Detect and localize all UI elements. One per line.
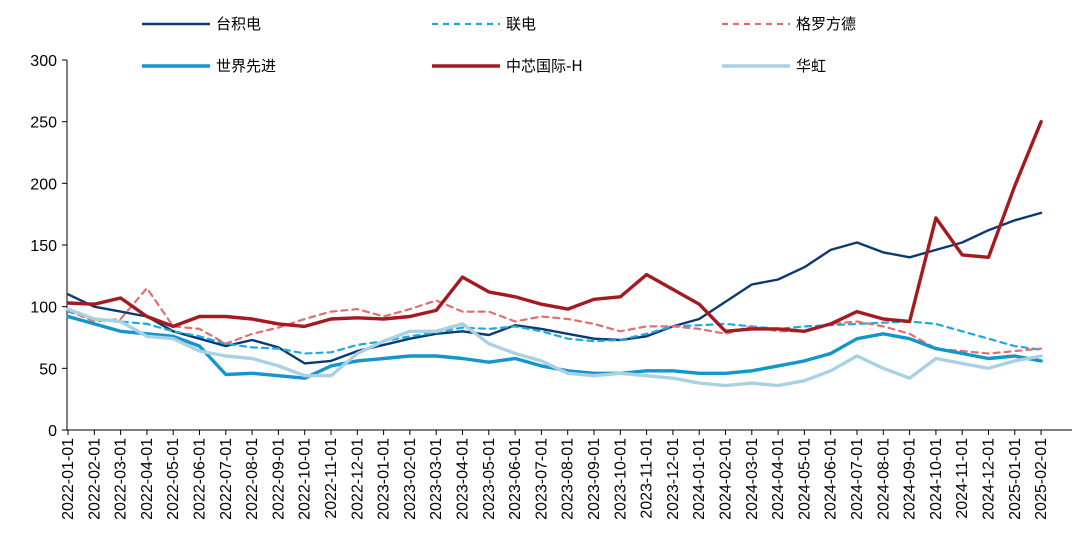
y-tick-label: 150 [30, 238, 57, 255]
x-tick-label: 2023-07-01 [533, 438, 550, 520]
series-line-4 [66, 119, 1043, 333]
tick-labels: 0 50 100 150 200 250 300 2022-01-01 2022-02-01 20… [30, 53, 1050, 520]
series-line-1 [66, 310, 1043, 355]
legend-label-1: 联电 [506, 15, 536, 33]
x-tick-label: 2022-02-01 [86, 438, 103, 520]
x-tick-label: 2022-03-01 [113, 438, 130, 520]
y-tick-label: 250 [30, 115, 57, 132]
series-line-5 [66, 307, 1043, 388]
x-tick-label: 2024-08-01 [875, 438, 892, 520]
x-tick-label: 2023-06-01 [507, 438, 524, 520]
legend-label-2: 格罗方德 [796, 15, 856, 33]
x-tick-label: 2024-12-01 [981, 438, 998, 520]
y-tick-label: 0 [48, 423, 57, 440]
x-tick-label: 2024-03-01 [744, 438, 761, 520]
y-tick-label: 200 [30, 176, 57, 193]
x-tick-label: 2025-02-01 [1033, 438, 1050, 520]
x-tick-label: 2023-02-01 [402, 438, 419, 520]
x-tick-label: 2022-07-01 [218, 438, 235, 520]
x-tick-label: 2023-04-01 [455, 438, 472, 520]
x-tick-label: 2022-01-01 [60, 438, 77, 520]
x-tick-label: 2023-10-01 [612, 438, 629, 520]
y-tick-label: 100 [30, 300, 57, 317]
x-tick-label: 2022-04-01 [139, 438, 156, 520]
x-tick-label: 2023-11-01 [639, 438, 656, 519]
x-tick-label: 2022-08-01 [244, 438, 261, 520]
legend-label-4: 中芯国际-H [506, 57, 583, 75]
x-tick-label: 2023-09-01 [586, 438, 603, 520]
x-tick-label: 2024-05-01 [796, 438, 813, 520]
legend-label-0: 台积电 [216, 15, 261, 33]
series-line-2 [66, 287, 1043, 355]
x-tick-label: 2022-05-01 [165, 438, 182, 520]
y-tick-label: 300 [30, 53, 57, 70]
x-tick-label: 2022-12-01 [349, 438, 366, 520]
x-tick-label: 2023-08-01 [560, 438, 577, 520]
x-tick-label: 2024-04-01 [770, 438, 787, 520]
legend-label-3: 世界先进 [216, 57, 276, 75]
x-tick-label: 2024-06-01 [823, 438, 840, 520]
x-tick-label: 2022-11-01 [323, 438, 340, 519]
x-tick-label: 2024-09-01 [902, 438, 919, 520]
x-tick-label: 2024-07-01 [849, 438, 866, 520]
x-tick-label: 2023-05-01 [481, 438, 498, 520]
x-tick-label: 2022-10-01 [297, 438, 314, 520]
series-lines [66, 119, 1043, 388]
x-tick-label: 2023-12-01 [665, 438, 682, 520]
x-tick-label: 2023-03-01 [428, 438, 445, 520]
x-tick-label: 2023-01-01 [376, 438, 393, 520]
x-tick-label: 2022-06-01 [192, 438, 209, 520]
x-tick-label: 2025-01-01 [1007, 438, 1024, 520]
x-tick-label: 2024-01-01 [691, 438, 708, 520]
legend-label-5: 华虹 [796, 57, 826, 75]
axes [62, 59, 1072, 435]
x-tick-label: 2024-02-01 [718, 438, 735, 520]
y-tick-label: 50 [39, 361, 57, 378]
x-tick-label: 2022-09-01 [270, 438, 287, 520]
x-tick-label: 2024-11-01 [954, 438, 971, 519]
x-tick-label: 2024-10-01 [928, 438, 945, 520]
